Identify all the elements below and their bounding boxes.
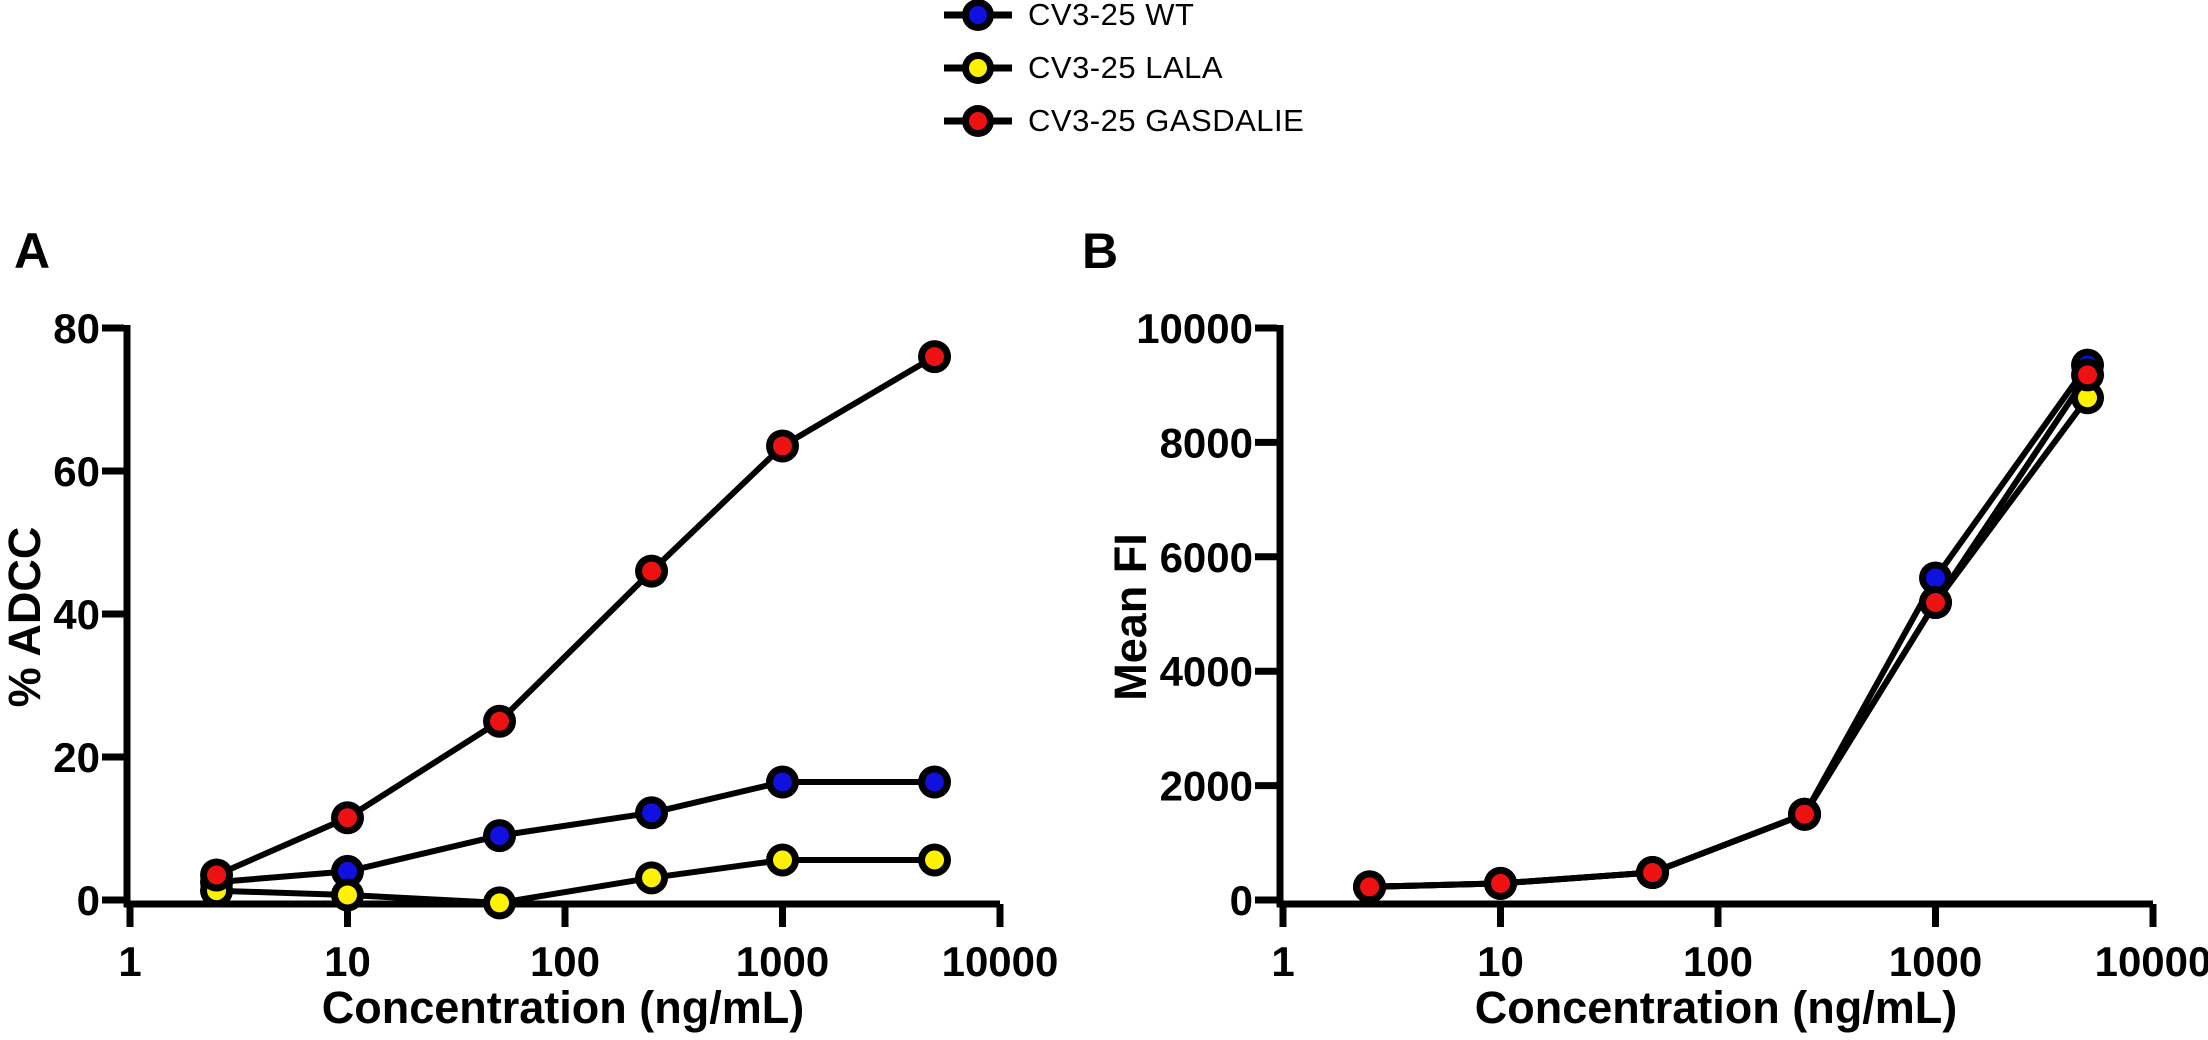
legend-item: CV3-25 LALA	[942, 50, 1304, 85]
y-axis-tick-label: 6000	[1160, 534, 1253, 581]
series-line	[1369, 373, 2090, 890]
legend-item-label: CV3-25 WT	[1028, 0, 1195, 32]
y-axis-tick-label: 40	[53, 591, 100, 638]
y-axis-tick-label: 20	[53, 734, 100, 781]
y-axis-tick-label: 60	[53, 448, 100, 495]
x-axis-title: Concentration (ng/mL)	[322, 982, 804, 1033]
data-point	[642, 561, 662, 581]
x-axis-title: Concentration (ng/mL)	[1475, 982, 1957, 1033]
legend-series-marker-icon	[944, 105, 1012, 137]
x-axis-tick-label: 1000	[736, 938, 829, 985]
legend-item-label: CV3-25 LALA	[1028, 50, 1224, 85]
y-axis-tick-label: 0	[1230, 877, 1253, 924]
data-point	[642, 803, 662, 823]
panel-letter: B	[1082, 223, 1118, 279]
x-axis-tick-label: 10	[324, 938, 371, 985]
legend-item: CV3-25 GASDALIE	[942, 103, 1305, 138]
chart-legend: CV3-25 WT CV3-25 LALA CV3-25 GASDALIE	[942, 0, 1304, 138]
data-point	[773, 436, 792, 456]
y-axis-tick-label: 80	[53, 305, 100, 352]
legend-series-marker-icon	[944, 52, 1012, 84]
data-point	[642, 868, 662, 888]
x-axis-tick-label: 1	[118, 938, 141, 985]
x-axis-tick-label: 1	[1271, 938, 1294, 985]
data-point	[1360, 877, 1380, 897]
data-point	[338, 885, 357, 905]
data-point	[1795, 804, 1815, 824]
data-point	[2078, 388, 2098, 408]
data-point	[925, 347, 945, 367]
series-line	[215, 354, 937, 878]
data-point	[1926, 593, 1945, 613]
data-point	[1926, 568, 1945, 588]
y-axis-tick-label: 2000	[1160, 763, 1253, 810]
series-line	[216, 857, 935, 906]
data-point	[490, 711, 510, 731]
legend-item-label: CV3-25 GASDALIE	[1028, 103, 1305, 138]
y-axis-tick-label: 8000	[1160, 419, 1253, 466]
data-point	[925, 772, 945, 792]
data-point	[1491, 873, 1510, 893]
data-point	[773, 772, 792, 792]
panel-letter: A	[14, 223, 50, 279]
x-axis-tick-label: 100	[1683, 938, 1753, 985]
x-axis-tick-label: 10	[1477, 938, 1524, 985]
y-axis-tick-label: 4000	[1160, 648, 1253, 695]
y-axis-title: Mean FI	[1105, 533, 1156, 701]
x-axis-tick-label: 10000	[2095, 938, 2208, 985]
data-point	[490, 826, 510, 846]
y-axis-tick-label: 0	[77, 877, 100, 924]
y-axis-title: % ADCC	[0, 527, 50, 708]
data-point	[2078, 365, 2098, 385]
data-point	[1643, 863, 1663, 883]
x-axis-tick-label: 10000	[942, 938, 1059, 985]
series-line	[1369, 363, 2090, 890]
data-point	[338, 861, 357, 881]
series-line	[216, 779, 935, 886]
data-point	[773, 850, 792, 870]
y-axis-tick-label: 10000	[1136, 305, 1253, 352]
data-point	[338, 808, 357, 828]
legend-item: CV3-25 WT	[942, 0, 1304, 32]
legend-series-marker-icon	[944, 0, 1012, 31]
x-axis-tick-label: 100	[530, 938, 600, 985]
data-point	[925, 850, 945, 870]
x-axis-tick-label: 1000	[1889, 938, 1982, 985]
data-point	[207, 865, 227, 885]
data-point	[490, 893, 510, 913]
series-line	[1369, 396, 2090, 890]
